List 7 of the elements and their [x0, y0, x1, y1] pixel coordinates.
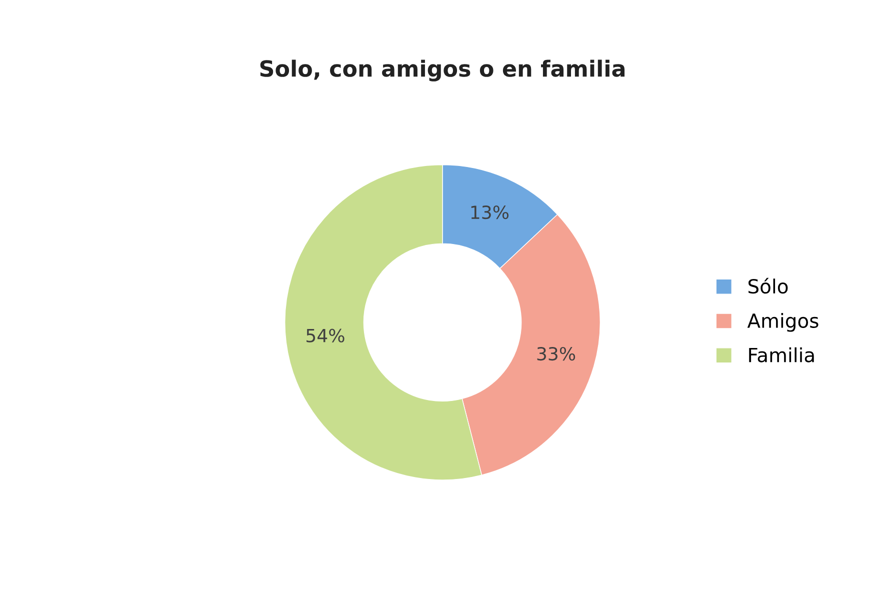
legend-label: Familia: [749, 347, 814, 362]
chart-title: Solo, con amigos o en familia: [260, 60, 625, 82]
legend-label: Amigos: [747, 312, 818, 332]
data-label: 54%: [306, 328, 344, 342]
data-label: 13%: [471, 205, 509, 220]
legend-label: Sólo: [748, 278, 788, 294]
data-label: 33%: [537, 346, 576, 361]
